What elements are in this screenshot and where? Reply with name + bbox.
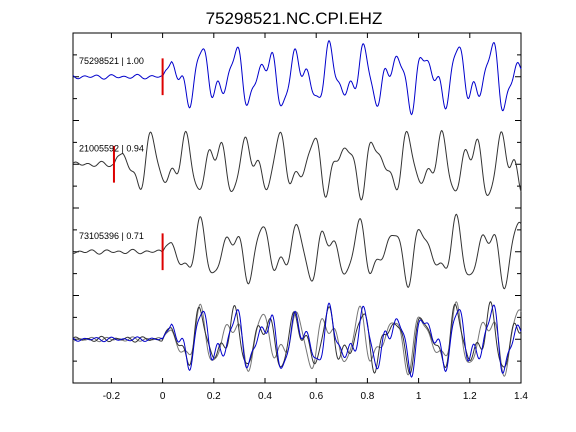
x-tick-label: 1: [416, 391, 422, 402]
x-tick-label: 0.8: [360, 391, 374, 402]
trace-label: 75298521 | 1.00: [79, 56, 144, 66]
overlay-trace-line: [72, 302, 522, 378]
x-tick-label: 0.2: [207, 391, 221, 402]
trace-line: [72, 213, 522, 290]
x-tick-label: 1.4: [514, 391, 528, 402]
x-tick-label: 0: [160, 391, 166, 402]
x-tick-label: -0.2: [103, 391, 121, 402]
x-tick-label: 1.2: [463, 391, 477, 402]
chart-title: 75298521.NC.CPI.EHZ: [206, 9, 383, 28]
trace-label: 73105396 | 0.71: [79, 231, 144, 241]
trace-label: 21005592 | 0.94: [79, 143, 144, 153]
trace-line: [72, 39, 522, 116]
trace-line: [72, 129, 522, 201]
x-axis: -0.2 0 0.2 0.4 0.6 0.8 1 1.2 1.4: [103, 33, 528, 402]
overlay-trace-line: [72, 301, 522, 377]
x-tick-label: 0.4: [258, 391, 272, 402]
y-ticks: [73, 54, 521, 362]
plot-frame: [72, 32, 522, 384]
traces: 75298521 | 1.00 21005592 | 0.94 73105396 |…: [72, 39, 522, 290]
overlay-stack: [72, 301, 522, 378]
x-tick-label: 0.6: [309, 391, 323, 402]
